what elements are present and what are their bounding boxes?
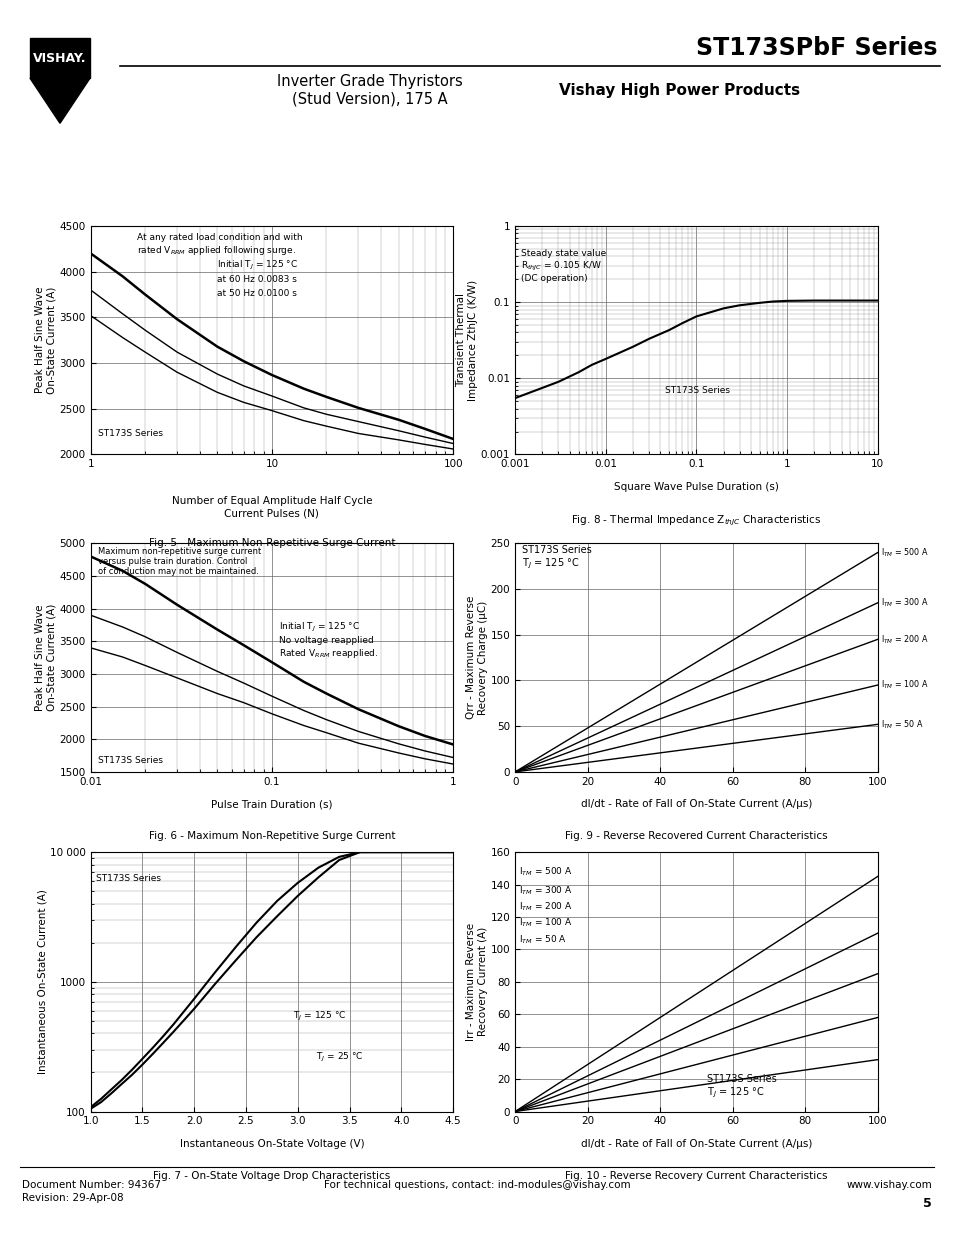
Text: 5: 5 <box>923 1197 931 1210</box>
Bar <box>30 38 90 78</box>
Text: ST173S Series: ST173S Series <box>522 545 592 555</box>
Text: I$_{TM}$ = 300 A: I$_{TM}$ = 300 A <box>518 884 572 897</box>
Text: at 50 Hz 0.0100 s: at 50 Hz 0.0100 s <box>217 289 297 299</box>
Text: VISHAY.: VISHAY. <box>33 52 87 64</box>
Y-axis label: Peak Half Sine Wave
On-State Current (A): Peak Half Sine Wave On-State Current (A) <box>35 287 56 394</box>
Y-axis label: Transient Thermal
Impedance ZthJC (K/W): Transient Thermal Impedance ZthJC (K/W) <box>456 279 477 401</box>
Text: Initial T$_J$ = 125 °C: Initial T$_J$ = 125 °C <box>217 258 298 272</box>
Text: I$_{TM}$ = 200 A: I$_{TM}$ = 200 A <box>881 634 928 646</box>
Text: Fig. 6 - Maximum Non-Repetitive Surge Current: Fig. 6 - Maximum Non-Repetitive Surge Cu… <box>149 831 395 841</box>
Text: Fig. 5 - Maximum Non-Repetitive Surge Current: Fig. 5 - Maximum Non-Repetitive Surge Cu… <box>149 538 395 548</box>
Text: Square Wave Pulse Duration (s): Square Wave Pulse Duration (s) <box>614 482 778 492</box>
Text: I$_{TM}$ = 200 A: I$_{TM}$ = 200 A <box>518 900 572 913</box>
Text: ST173S Series: ST173S Series <box>98 430 163 438</box>
Text: www.vishay.com: www.vishay.com <box>845 1179 931 1189</box>
Text: Fig. 10 - Reverse Recovery Current Characteristics: Fig. 10 - Reverse Recovery Current Chara… <box>564 1171 827 1181</box>
Text: Maximum non-repetitive surge current
versus pulse train duration. Control
of con: Maximum non-repetitive surge current ver… <box>98 547 261 577</box>
Text: ST173S Series: ST173S Series <box>95 874 161 883</box>
Text: Fig. 9 - Reverse Recovered Current Characteristics: Fig. 9 - Reverse Recovered Current Chara… <box>564 831 827 841</box>
Text: at 60 Hz 0.0083 s: at 60 Hz 0.0083 s <box>217 274 297 284</box>
Text: ST173S Series: ST173S Series <box>98 756 163 764</box>
Text: Inverter Grade Thyristors
(Stud Version), 175 A: Inverter Grade Thyristors (Stud Version)… <box>276 74 462 106</box>
Polygon shape <box>30 78 90 124</box>
Y-axis label: Instantaneous On-State Current (A): Instantaneous On-State Current (A) <box>37 889 47 1074</box>
Text: Steady state value
R$_{thJC}$ = 0.105 K/W
(DC operation): Steady state value R$_{thJC}$ = 0.105 K/… <box>520 249 605 283</box>
Text: I$_{TM}$ = 100 A: I$_{TM}$ = 100 A <box>881 679 928 692</box>
Text: ST173S Series: ST173S Series <box>706 1074 777 1084</box>
Text: I$_{TM}$ = 500 A: I$_{TM}$ = 500 A <box>881 546 928 558</box>
Text: Number of Equal Amplitude Half Cycle
Current Pulses (N): Number of Equal Amplitude Half Cycle Cur… <box>172 496 372 517</box>
Text: Initial T$_J$ = 125 °C: Initial T$_J$ = 125 °C <box>279 621 360 634</box>
Text: Rated V$_{RRM}$ reapplied.: Rated V$_{RRM}$ reapplied. <box>279 647 378 659</box>
Text: I$_{TM}$ = 300 A: I$_{TM}$ = 300 A <box>881 597 928 609</box>
Text: dI/dt - Rate of Fall of On-State Current (A/μs): dI/dt - Rate of Fall of On-State Current… <box>580 799 811 809</box>
Text: T$_J$ = 125 °C: T$_J$ = 125 °C <box>706 1086 764 1100</box>
Text: T$_J$ = 125 °C: T$_J$ = 125 °C <box>293 1010 346 1023</box>
Text: T$_J$ = 125 °C: T$_J$ = 125 °C <box>522 557 579 571</box>
Y-axis label: Irr - Maximum Reverse
Recovery Current (A): Irr - Maximum Reverse Recovery Current (… <box>466 923 487 1041</box>
Text: Revision: 29-Apr-08: Revision: 29-Apr-08 <box>22 1193 124 1203</box>
Text: Fig. 8 - Thermal Impedance Z$_{thJC}$ Characteristics: Fig. 8 - Thermal Impedance Z$_{thJC}$ Ch… <box>571 514 821 529</box>
Text: I$_{TM}$ = 100 A: I$_{TM}$ = 100 A <box>518 916 572 930</box>
Text: ST173S Series: ST173S Series <box>664 385 729 394</box>
Text: T$_J$ = 25 °C: T$_J$ = 25 °C <box>316 1051 364 1065</box>
Text: ST173SPbF Series: ST173SPbF Series <box>696 36 937 61</box>
Text: I$_{TM}$ = 500 A: I$_{TM}$ = 500 A <box>518 864 572 878</box>
Y-axis label: Qrr - Maximum Reverse
Recovery Charge (μC): Qrr - Maximum Reverse Recovery Charge (μ… <box>466 597 487 719</box>
Text: Document Number: 94367: Document Number: 94367 <box>22 1179 161 1189</box>
Text: No voltage reapplied: No voltage reapplied <box>279 636 374 645</box>
Text: Pulse Train Duration (s): Pulse Train Duration (s) <box>211 799 333 809</box>
Text: I$_{TM}$ = 50 A: I$_{TM}$ = 50 A <box>518 934 566 946</box>
Text: Instantaneous On-State Voltage (V): Instantaneous On-State Voltage (V) <box>179 1139 364 1149</box>
Y-axis label: Peak Half Sine Wave
On-State Current (A): Peak Half Sine Wave On-State Current (A) <box>35 604 56 711</box>
Text: For technical questions, contact: ind-modules@vishay.com: For technical questions, contact: ind-mo… <box>323 1179 630 1189</box>
Text: Fig. 7 - On-State Voltage Drop Characteristics: Fig. 7 - On-State Voltage Drop Character… <box>153 1171 390 1181</box>
Text: Vishay High Power Products: Vishay High Power Products <box>558 83 800 98</box>
Text: dI/dt - Rate of Fall of On-State Current (A/μs): dI/dt - Rate of Fall of On-State Current… <box>580 1139 811 1149</box>
Text: At any rated load condition and with
rated V$_{RRM}$ applied following surge.: At any rated load condition and with rat… <box>137 233 302 257</box>
Text: I$_{TM}$ = 50 A: I$_{TM}$ = 50 A <box>881 718 923 731</box>
